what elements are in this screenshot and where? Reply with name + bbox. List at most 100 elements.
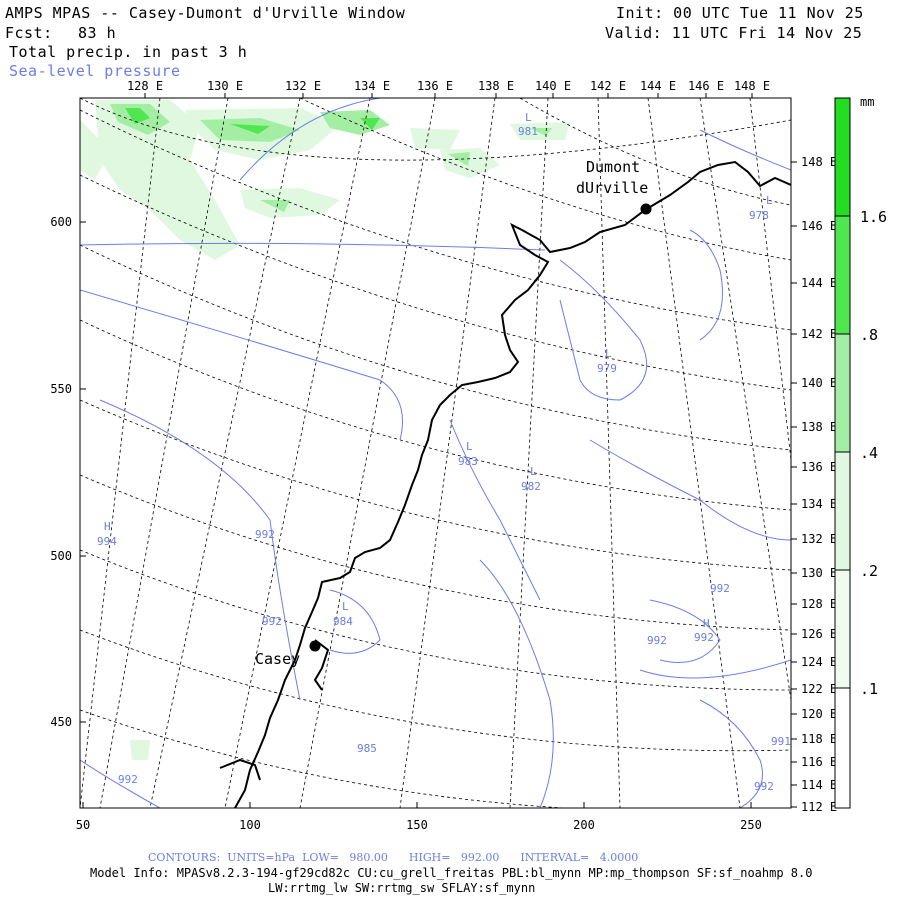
pressure-center-kind: L <box>342 600 349 613</box>
pressure-center-kind: L <box>605 347 612 360</box>
bottom-axis: 50 100 150 200 250 <box>76 802 762 832</box>
coastline <box>219 160 791 808</box>
pressure-value: 981 <box>518 125 538 138</box>
colorbar-segment-1.6 <box>835 216 850 334</box>
colorbar-level: .1 <box>860 680 878 698</box>
right-axis-label: 148 E <box>801 155 837 169</box>
colorbar-level: 1.6 <box>860 208 887 226</box>
meridians <box>80 98 791 808</box>
pressure-value: 992 <box>694 631 714 644</box>
colorbar-level: .8 <box>860 326 878 344</box>
pressure-value: 979 <box>597 362 617 375</box>
top-axis: 128 E 130 E 132 E 134 E 136 E 138 E 140 E 142 E… <box>127 79 770 98</box>
casey-label: Casey <box>255 650 300 668</box>
top-axis-label: 148 E <box>734 79 770 93</box>
init-time: Init: 00 UTC Tue 11 Nov 25 <box>616 4 864 22</box>
right-axis-label: 124 E <box>801 655 837 669</box>
colorbar-level: .2 <box>860 562 878 580</box>
top-axis-label: 140 E <box>535 79 571 93</box>
right-axis-label: 136 E <box>801 460 837 474</box>
pressure-value: 985 <box>357 742 377 755</box>
colorbar-segment-max <box>835 98 850 216</box>
pressure-value: 992 <box>262 615 282 628</box>
left-axis-label: 450 <box>50 715 72 729</box>
pressure-value: 982 <box>521 480 541 493</box>
pressure-value: 992 <box>255 528 275 541</box>
pressure-center-kind: H <box>104 520 111 533</box>
precip-colorbar: mm 1.6 .8 .4 .2 .1 <box>834 95 887 809</box>
colorbar-segment-0.4 <box>835 452 850 570</box>
casey-marker <box>309 640 321 652</box>
top-axis-label: 136 E <box>417 79 453 93</box>
top-axis-label: 128 E <box>127 79 163 93</box>
map-title: AMPS MPAS -- Casey-Dumont d'Urville Wind… <box>5 4 406 22</box>
pressure-value: 992 <box>754 780 774 793</box>
bottom-axis-label: 50 <box>76 818 90 832</box>
bottom-axis-label: 200 <box>573 818 595 832</box>
pressure-value: 983 <box>458 455 478 468</box>
top-axis-label: 134 E <box>354 79 390 93</box>
contours-info: CONTOURS: UNITS=hPa LOW= 980.00 HIGH= 99… <box>148 851 639 864</box>
right-axis-label: 122 E <box>801 682 837 696</box>
right-axis-label: 118 E <box>801 732 837 746</box>
dumont-label: Dumont <box>586 158 640 176</box>
top-axis-label: 130 E <box>207 79 243 93</box>
right-axis-label: 134 E <box>801 497 837 511</box>
left-axis-label: 600 <box>50 215 72 229</box>
bottom-axis-label: 100 <box>239 818 261 832</box>
top-axis-label: 132 E <box>285 79 321 93</box>
dumont-durville-marker <box>640 203 652 215</box>
pressure-value: 994 <box>97 535 117 548</box>
right-axis-label: 144 E <box>801 276 837 290</box>
forecast-hours: 83 h <box>78 24 117 42</box>
colorbar-level: .4 <box>860 444 878 462</box>
field-precip-label: Total precip. in past 3 h <box>9 43 248 61</box>
bottom-axis-label: 150 <box>406 818 428 832</box>
right-axis-label: 128 E <box>801 597 837 611</box>
top-axis-label: 142 E <box>590 79 626 93</box>
right-axis-label: 116 E <box>801 755 837 769</box>
pressure-center-kind: L <box>766 194 773 207</box>
right-axis-label: 132 E <box>801 532 837 546</box>
pressure-value: 984 <box>333 615 353 628</box>
precip-field <box>80 100 570 760</box>
top-axis-label: 144 E <box>640 79 676 93</box>
right-axis-label: 126 E <box>801 627 837 641</box>
pressure-center-kind: L <box>525 111 532 124</box>
forecast-label: Fcst: <box>5 24 53 42</box>
colorbar-segment-0.8 <box>835 334 850 452</box>
right-axis-label: 142 E <box>801 327 837 341</box>
colorbar-segment-0.1 <box>835 688 850 808</box>
left-axis-label: 500 <box>50 549 72 563</box>
pressure-value: 992 <box>118 773 138 786</box>
right-axis-label: 138 E <box>801 420 837 434</box>
right-axis-label: 120 E <box>801 707 837 721</box>
colorbar-unit: mm <box>860 95 874 109</box>
pressure-center-kind: H <box>703 617 710 630</box>
top-axis-label: 138 E <box>478 79 514 93</box>
parallels <box>80 98 791 808</box>
durville-label: dUrville <box>576 179 648 197</box>
right-axis-label: 146 E <box>801 219 837 233</box>
valid-time: Valid: 11 UTC Fri 14 Nov 25 <box>605 24 863 42</box>
right-axis-label: 112 E <box>801 800 837 814</box>
pressure-value: 992 <box>647 634 667 647</box>
field-slp-label: Sea-level pressure <box>9 62 181 80</box>
top-axis-label: 146 E <box>688 79 724 93</box>
pressure-labels: L 981 L 978 L 979 L 983 L 982 H 994 992 … <box>97 111 791 793</box>
pressure-value: 978 <box>749 209 769 222</box>
pressure-value: 992 <box>710 582 730 595</box>
right-axis-label: 114 E <box>801 778 837 792</box>
right-axis: 148 E 146 E 144 E 142 E 140 E 138 E 136 E 134 E… <box>791 155 837 814</box>
colorbar-segment-0.2 <box>835 570 850 688</box>
model-info-line2: LW:rrtmg_lw SW:rrtmg_sw SFLAY:sf_mynn <box>268 881 536 895</box>
left-axis-label: 550 <box>50 382 72 396</box>
slp-contours <box>80 98 791 808</box>
bottom-axis-label: 250 <box>740 818 762 832</box>
right-axis-label: 130 E <box>801 566 837 580</box>
pressure-center-kind: L <box>466 440 473 453</box>
pressure-value: 991 <box>771 735 791 748</box>
pressure-center-kind: L <box>530 465 537 478</box>
left-axis: 600 550 500 450 <box>50 215 86 729</box>
